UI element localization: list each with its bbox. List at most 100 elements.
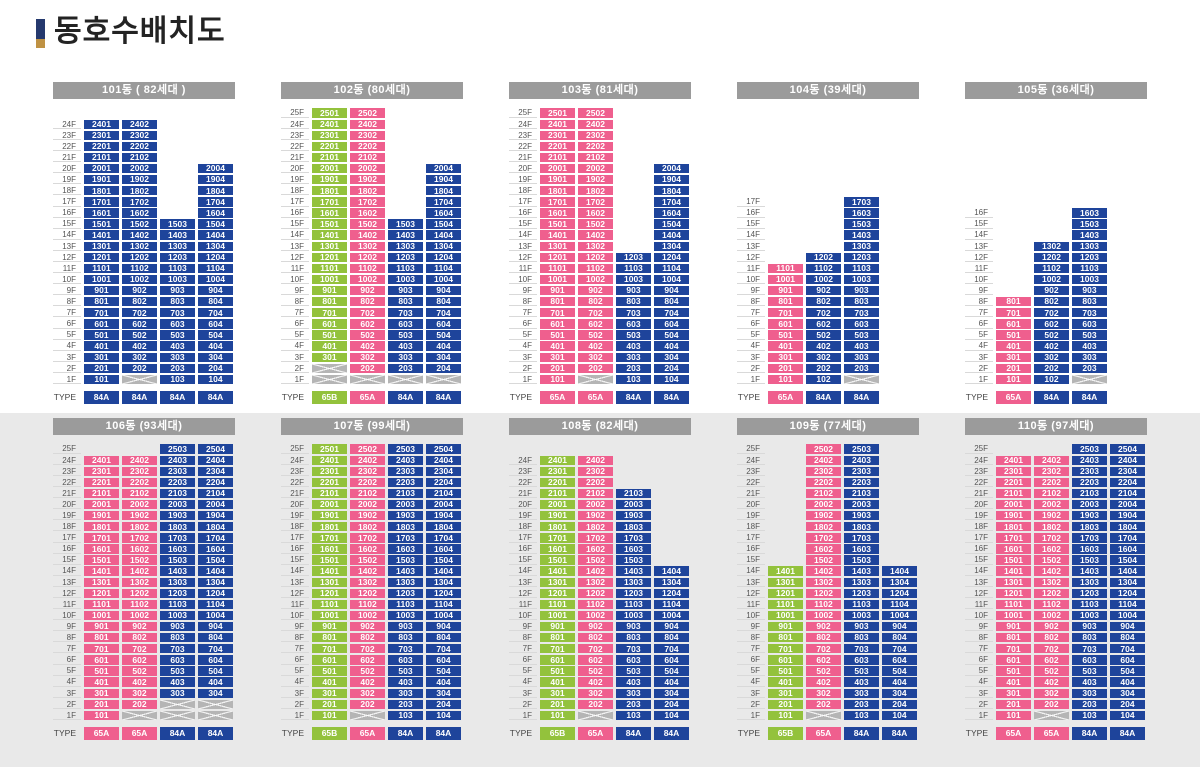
type-row-label: TYPE — [965, 392, 988, 402]
unit-cell: 1802 — [1034, 522, 1069, 532]
floor-label: 11F — [737, 264, 765, 274]
unit-cell: 1304 — [1110, 577, 1145, 587]
unit-cell: 1103 — [844, 263, 879, 274]
no-unit-cell — [198, 699, 233, 709]
unit-cell: 2404 — [426, 455, 461, 465]
unit-cell: 1502 — [806, 555, 841, 565]
unit-cell: 904 — [654, 285, 689, 296]
unit-cell: 1601 — [84, 208, 119, 218]
unit-cell: 1001 — [768, 274, 803, 285]
unit-cell: 504 — [654, 666, 689, 676]
unit-cell: 604 — [882, 655, 917, 665]
type-cell: 84A — [616, 727, 651, 740]
type-cell: 65A — [350, 391, 385, 404]
unit-cell: 203 — [388, 363, 423, 373]
unit-cell: 403 — [844, 677, 879, 687]
unit-cell: 1004 — [882, 610, 917, 621]
unit-cell: 2501 — [540, 108, 575, 118]
unit-cell: 202 — [122, 699, 157, 709]
unit-cell: 202 — [806, 699, 841, 709]
floor-label: 25F — [509, 108, 537, 118]
unit-cell: 204 — [426, 699, 461, 709]
floor-label: 7F — [281, 644, 309, 654]
unit-cell: 1002 — [806, 610, 841, 621]
unit-cell: 1603 — [844, 544, 879, 554]
type-row-label: TYPE — [965, 728, 988, 738]
unit-cell: 1501 — [540, 219, 575, 229]
unit-cell: 603 — [388, 655, 423, 665]
unit-cell: 1101 — [540, 263, 575, 274]
unit-cell: 1404 — [654, 566, 689, 576]
unit-cell: 803 — [160, 297, 195, 307]
floor-label: 1F — [737, 375, 765, 384]
unit-cell: 1303 — [1072, 577, 1107, 587]
unit-cell: 2201 — [540, 477, 575, 488]
unit-cell: 302 — [122, 352, 157, 362]
unit-cell: 2303 — [160, 466, 195, 476]
floor-label: 2F — [509, 364, 537, 373]
floor-label: 8F — [53, 297, 81, 307]
unit-cell: 2402 — [122, 455, 157, 465]
unit-cell: 1904 — [198, 511, 233, 521]
floor-label: 12F — [737, 589, 765, 598]
floor-label: 15F — [281, 555, 309, 565]
unit-cell: 1303 — [160, 577, 195, 587]
floor-label: 9F — [281, 622, 309, 632]
unit-cell: 1304 — [426, 577, 461, 587]
building-panel-103: 103동 (81세대) 25F 2501 2502 24F 2401 2402 23F 2301… — [509, 82, 691, 404]
unit-cell: 1802 — [578, 522, 613, 532]
no-unit-cell — [312, 374, 347, 384]
unit-cell: 2003 — [844, 499, 879, 510]
unit-cell: 1002 — [350, 610, 385, 621]
unit-cell: 1401 — [312, 230, 347, 240]
empty-slot — [768, 522, 803, 531]
unit-cell: 802 — [578, 297, 613, 307]
unit-cell: 2302 — [578, 130, 613, 140]
unit-cell: 1102 — [122, 263, 157, 274]
unit-cell: 603 — [1072, 319, 1107, 329]
unit-cell: 1601 — [540, 208, 575, 218]
unit-cell: 2202 — [578, 477, 613, 488]
type-row-label: TYPE — [737, 728, 760, 738]
floor-label: 11F — [53, 600, 81, 610]
unit-cell: 1201 — [540, 588, 575, 598]
unit-cell: 204 — [654, 699, 689, 709]
unit-cell: 1702 — [806, 533, 841, 543]
unit-cell: 2201 — [312, 141, 347, 152]
unit-cell: 2503 — [844, 444, 879, 454]
floor-label: 23F — [53, 131, 81, 140]
unit-cell: 403 — [160, 677, 195, 687]
floor-label: 21F — [53, 153, 81, 163]
unit-cell: 2401 — [540, 455, 575, 465]
floor-label: 18F — [281, 186, 309, 196]
unit-cell: 1403 — [160, 230, 195, 240]
type-cell: 84A — [388, 391, 423, 404]
unit-cell: 304 — [426, 688, 461, 698]
unit-cell: 203 — [616, 363, 651, 373]
unit-cell: 701 — [84, 644, 119, 654]
unit-cell: 2504 — [426, 444, 461, 454]
unit-cell: 2104 — [198, 488, 233, 499]
empty-slot — [198, 142, 233, 151]
unit-cell: 1804 — [654, 186, 689, 196]
unit-cell: 602 — [806, 319, 841, 329]
unit-cell: 2501 — [312, 108, 347, 118]
unit-cell: 1301 — [768, 577, 803, 587]
floor-label: 4F — [281, 677, 309, 687]
unit-cell: 302 — [1034, 352, 1069, 362]
floor-label: 13F — [965, 242, 993, 251]
unit-cell: 1503 — [844, 555, 879, 565]
floor-label: 6F — [281, 319, 309, 329]
unit-cell: 202 — [350, 363, 385, 373]
unit-cell: 503 — [1072, 666, 1107, 676]
unit-cell: 1304 — [654, 577, 689, 587]
unit-cell: 2202 — [122, 477, 157, 488]
unit-cell: 1003 — [388, 610, 423, 621]
floor-label: 19F — [737, 511, 765, 521]
unit-cell: 1104 — [198, 599, 233, 610]
unit-grid: 25F 2503 2504 24F 2401 2402 2403 2404 23F 2301 230… — [965, 444, 1147, 720]
floor-label: 14F — [965, 566, 993, 576]
floor-label: 21F — [281, 153, 309, 163]
unit-cell: 1304 — [882, 577, 917, 587]
floor-label: 8F — [737, 633, 765, 643]
